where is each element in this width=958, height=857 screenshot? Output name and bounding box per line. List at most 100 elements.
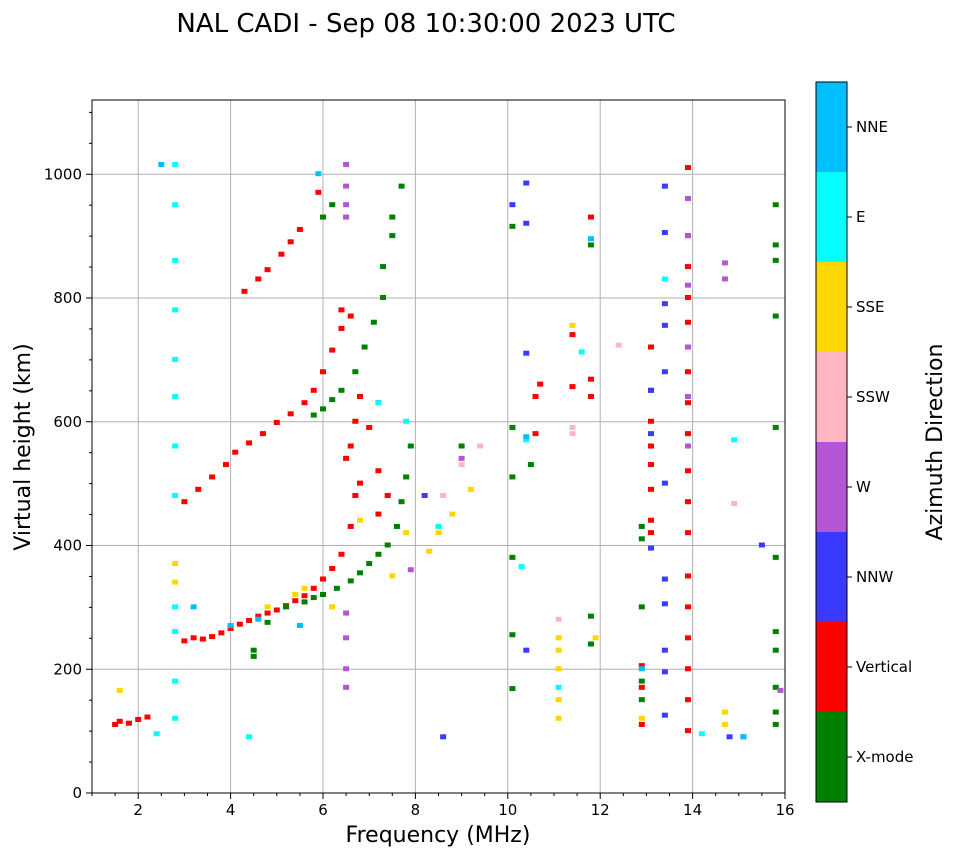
echo-point-x-mode bbox=[250, 653, 257, 659]
echo-point-vertical bbox=[222, 462, 229, 468]
echo-point-x-mode bbox=[329, 397, 336, 403]
echo-point-sse bbox=[449, 511, 456, 517]
x-tick-label: 8 bbox=[411, 801, 421, 819]
colorbar-segment-nnw bbox=[816, 532, 847, 622]
echo-point-nne bbox=[158, 161, 165, 167]
echo-point-x-mode bbox=[389, 214, 396, 220]
echo-point-ssw bbox=[440, 493, 447, 498]
y-axis-label: Virtual height (km) bbox=[11, 343, 36, 550]
echo-point-vertical bbox=[684, 666, 691, 672]
colorbar-segment-nne bbox=[816, 82, 847, 172]
x-axis: 2 4 6 8 10 12 14 16 bbox=[91, 793, 795, 819]
echo-point-sse bbox=[426, 548, 433, 554]
echo-point-vertical bbox=[648, 530, 655, 536]
echo-point-vertical bbox=[227, 626, 234, 632]
y-tick-label: 600 bbox=[53, 413, 82, 431]
echo-point-vertical bbox=[236, 621, 243, 627]
echo-point-x-mode bbox=[264, 619, 271, 625]
echo-point-nnw bbox=[523, 180, 530, 186]
echo-point-x-mode bbox=[638, 697, 645, 703]
echo-point-x-mode bbox=[389, 233, 396, 239]
echo-point-vertical bbox=[684, 499, 691, 505]
echo-point-vertical bbox=[684, 573, 691, 579]
echo-point-w bbox=[407, 567, 414, 573]
echo-point-x-mode bbox=[398, 183, 405, 189]
echo-point-sse bbox=[403, 530, 410, 536]
echo-point-vertical bbox=[112, 721, 119, 727]
echo-point-x-mode bbox=[638, 678, 645, 684]
echo-point-sse bbox=[721, 721, 728, 727]
echo-point-vertical bbox=[366, 424, 373, 430]
echo-point-nnw bbox=[648, 387, 655, 393]
echo-point-vertical bbox=[648, 486, 655, 492]
colorbar-label: Azimuth Direction bbox=[923, 343, 948, 540]
echo-point-w bbox=[343, 610, 350, 616]
echo-point-nnw bbox=[523, 647, 530, 653]
echo-point-nne bbox=[523, 434, 530, 440]
echo-point-x-mode bbox=[638, 604, 645, 610]
echo-point-ssw bbox=[555, 616, 562, 622]
echo-point-nne bbox=[190, 604, 197, 610]
echo-point-e bbox=[172, 493, 179, 498]
echo-point-x-mode bbox=[283, 604, 290, 610]
x-tick-label: 6 bbox=[318, 801, 328, 819]
echo-point-w bbox=[777, 687, 784, 693]
echo-point-vertical bbox=[638, 684, 645, 690]
echo-point-vertical bbox=[338, 551, 345, 557]
echo-point-nne bbox=[296, 622, 303, 628]
echo-point-vertical bbox=[292, 598, 299, 604]
echo-point-vertical bbox=[384, 493, 391, 498]
echo-point-x-mode bbox=[333, 585, 340, 591]
echo-point-vertical bbox=[684, 530, 691, 536]
echo-point-vertical bbox=[190, 635, 197, 641]
echo-point-e bbox=[172, 356, 179, 362]
echo-point-vertical bbox=[587, 394, 594, 399]
echo-point-nnw bbox=[661, 576, 668, 582]
echo-point-vertical bbox=[352, 418, 359, 424]
echo-point-sse bbox=[569, 322, 576, 328]
echo-point-vertical bbox=[246, 617, 253, 623]
echo-point-vertical bbox=[181, 638, 188, 644]
echo-point-vertical bbox=[375, 468, 382, 474]
plot-frame bbox=[91, 99, 786, 794]
echo-point-e bbox=[172, 629, 179, 635]
echo-point-ssw bbox=[569, 431, 576, 437]
echo-point-nnw bbox=[661, 601, 668, 607]
y-axis: 0 200 400 600 800 1000 bbox=[44, 111, 92, 802]
x-tick-label: 16 bbox=[775, 801, 794, 819]
echo-point-nnw bbox=[661, 230, 668, 236]
echo-point-nne bbox=[587, 236, 594, 242]
echo-point-vertical bbox=[329, 347, 336, 353]
echo-point-vertical bbox=[684, 697, 691, 703]
echo-point-e bbox=[172, 715, 179, 721]
echo-point-vertical bbox=[338, 307, 345, 313]
echo-point-e bbox=[731, 437, 738, 443]
echo-point-w bbox=[721, 276, 728, 282]
echo-point-vertical bbox=[532, 431, 539, 437]
echo-point-x-mode bbox=[393, 523, 400, 529]
echo-point-vertical bbox=[144, 714, 151, 720]
echo-point-vertical bbox=[255, 276, 262, 282]
echo-point-vertical bbox=[255, 613, 262, 619]
echo-point-nne bbox=[638, 666, 645, 672]
echo-point-nnw bbox=[661, 647, 668, 653]
echo-point-vertical bbox=[356, 480, 363, 486]
colorbar-tick-label: NNW bbox=[856, 568, 893, 586]
echo-point-vertical bbox=[684, 728, 691, 734]
echo-point-vertical bbox=[264, 267, 271, 273]
colorbar-segment-w bbox=[816, 442, 847, 532]
x-tick-label: 12 bbox=[591, 801, 610, 819]
echo-point-e bbox=[153, 731, 160, 737]
echo-point-x-mode bbox=[527, 462, 534, 468]
echo-point-e bbox=[555, 684, 562, 690]
echo-point-ssw bbox=[458, 462, 465, 468]
echo-point-x-mode bbox=[384, 542, 391, 548]
echo-point-vertical bbox=[684, 604, 691, 610]
echo-point-nnw bbox=[648, 431, 655, 437]
echo-point-vertical bbox=[273, 419, 280, 425]
echo-point-sse bbox=[172, 561, 179, 567]
y-tick-label: 800 bbox=[53, 289, 82, 307]
echo-point-vertical bbox=[315, 189, 322, 195]
echo-point-x-mode bbox=[509, 554, 516, 560]
echo-point-e bbox=[435, 523, 442, 529]
